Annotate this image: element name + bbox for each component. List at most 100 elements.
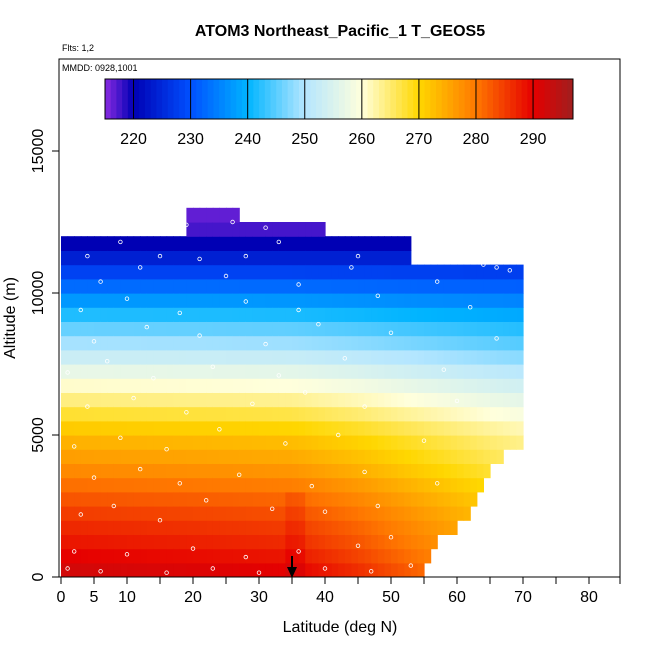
heatmap-cell [516, 264, 524, 280]
heatmap-cell [153, 534, 161, 550]
heatmap-cell [384, 520, 392, 535]
colorbar-swatch [127, 79, 135, 119]
heatmap-cell [212, 307, 220, 322]
sample-point [210, 566, 215, 571]
heatmap-cell [100, 491, 108, 507]
heatmap-cell [443, 307, 451, 322]
heatmap-cell [285, 264, 293, 280]
heatmap-cell [285, 335, 293, 351]
sample-point [217, 427, 222, 432]
heatmap-cell [384, 477, 392, 493]
sample-point [296, 307, 301, 313]
heatmap-cell [424, 278, 432, 294]
heatmap-cell [245, 406, 253, 422]
heatmap-cell [67, 307, 75, 322]
heatmap-cell [457, 307, 465, 322]
heatmap-cell [344, 250, 352, 266]
heatmap-cell [186, 477, 194, 493]
heatmap-cell [67, 278, 75, 294]
heatmap-cell [61, 463, 69, 479]
heatmap-cell [127, 378, 135, 393]
heatmap-cell [404, 250, 412, 266]
heatmap-cell [193, 477, 201, 493]
heatmap-cell [232, 406, 240, 422]
heatmap-cell [120, 420, 128, 436]
heatmap-cell [450, 335, 458, 351]
heatmap-cell [410, 278, 418, 294]
heatmap-cell [351, 264, 359, 280]
heatmap-cell [245, 364, 253, 379]
heatmap-cell [193, 449, 201, 464]
heatmap-cell [100, 520, 108, 535]
heatmap-cell [272, 520, 280, 535]
colorbar-swatch [264, 79, 272, 119]
heatmap-cell [443, 378, 451, 393]
heatmap-cell [133, 321, 141, 337]
heatmap-cell [503, 264, 511, 280]
sample-point [85, 404, 90, 409]
heatmap-cell [87, 491, 95, 507]
heatmap-cell [219, 420, 227, 436]
heatmap-cell [292, 520, 300, 535]
heatmap-cell [437, 293, 445, 308]
heatmap-cell [67, 520, 75, 535]
heatmap-cell [259, 534, 267, 550]
heatmap-cell [100, 264, 108, 280]
heatmap-cell [219, 378, 227, 393]
heatmap-cell [371, 321, 379, 337]
colorbar-swatch [515, 79, 523, 119]
heatmap-cell [61, 562, 69, 577]
heatmap-cell [232, 264, 240, 280]
heatmap-cell [272, 349, 280, 365]
heatmap-cell [239, 463, 247, 479]
heatmap-cell [173, 278, 181, 294]
heatmap-cell [391, 278, 399, 294]
heatmap-cell [311, 378, 319, 393]
heatmap-cell [272, 506, 280, 521]
heatmap-cell [120, 520, 128, 535]
heatmap-cell [100, 293, 108, 308]
heatmap-cell [160, 562, 168, 577]
sample-point [494, 265, 499, 270]
heatmap-cell [364, 463, 372, 479]
heatmap-cell [61, 534, 69, 550]
heatmap-cell [278, 562, 286, 577]
heatmap-cell [113, 293, 121, 308]
heatmap-cell [67, 378, 75, 393]
heatmap-cell [318, 378, 326, 393]
heatmap-cell [490, 420, 498, 436]
heatmap-cell [219, 463, 227, 479]
heatmap-cell [160, 520, 168, 535]
heatmap-cell [364, 449, 372, 464]
heatmap-cell [417, 392, 425, 408]
sample-point [250, 401, 255, 406]
heatmap-cell [245, 562, 253, 577]
heatmap-cell [199, 307, 207, 322]
heatmap-cell [74, 435, 82, 450]
heatmap-cell [272, 562, 280, 577]
colorbar-swatch [110, 79, 117, 119]
heatmap-cell [245, 293, 253, 308]
sample-point [421, 438, 427, 443]
heatmap-cell [239, 264, 247, 280]
heatmap-cell [384, 506, 392, 521]
heatmap-cell [259, 463, 267, 479]
heatmap-cell [239, 364, 247, 379]
heatmap-cell [107, 349, 115, 365]
heatmap-cell [67, 349, 75, 365]
heatmap-cell [516, 420, 524, 436]
heatmap-cell [219, 562, 227, 577]
heatmap-cell [351, 491, 359, 507]
heatmap-cell [120, 562, 128, 577]
heatmap-cell [384, 548, 392, 564]
heatmap-cell [166, 278, 174, 294]
heatmap-cell [483, 349, 491, 365]
heatmap-cell [430, 506, 438, 521]
heatmap-cell [74, 477, 82, 493]
heatmap-cell [94, 236, 102, 251]
heatmap-cell [87, 250, 95, 266]
heatmap-cell [186, 534, 194, 550]
heatmap-cell [206, 307, 214, 322]
heatmap-cell [503, 335, 511, 351]
heatmap-cell [127, 463, 135, 479]
